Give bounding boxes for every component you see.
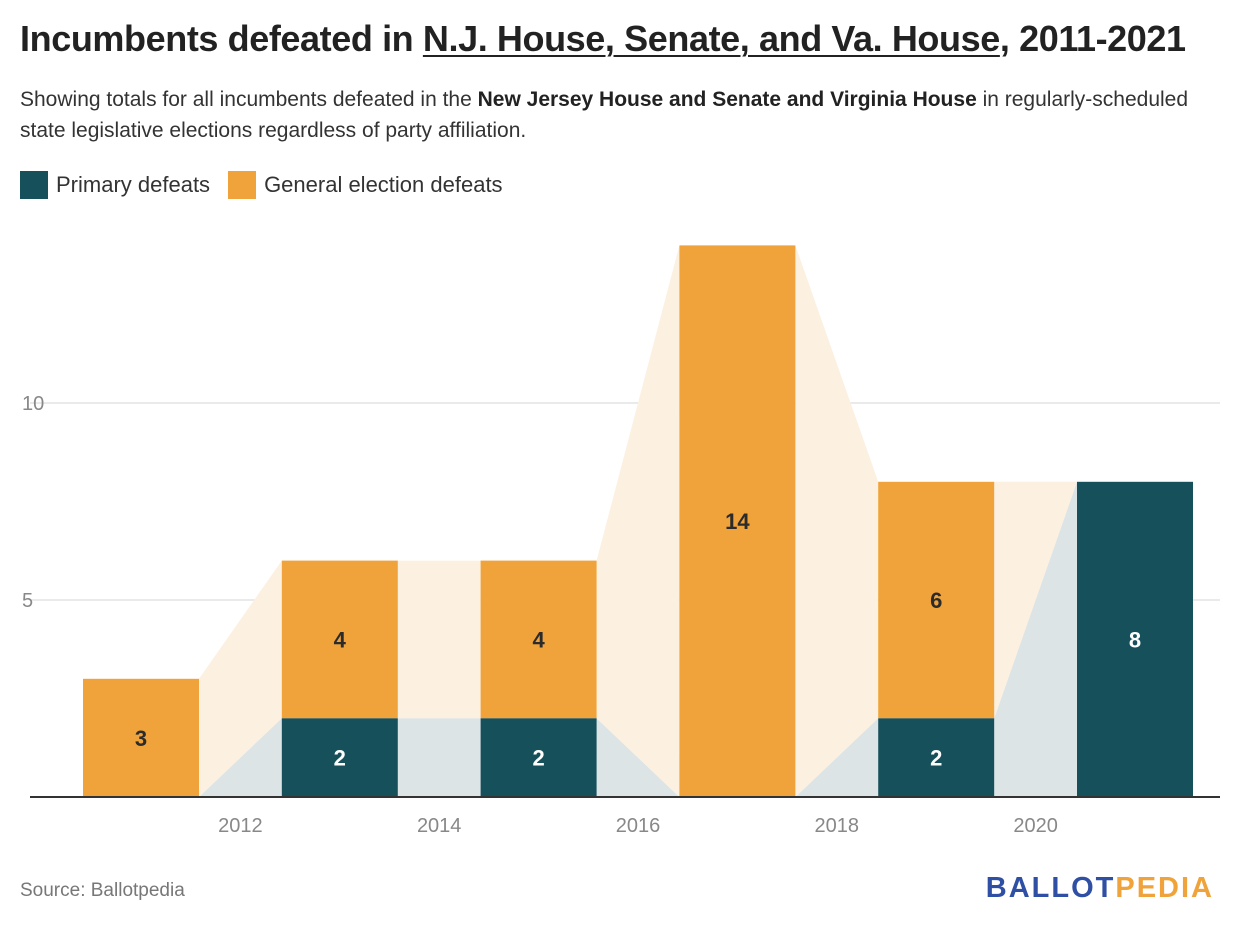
subtitle-bold: New Jersey House and Senate and Virginia… (477, 88, 977, 111)
data-label-general: 3 (135, 726, 147, 751)
primary-connector-band (596, 718, 680, 797)
legend-swatch-primary (20, 171, 48, 199)
data-label-general: 4 (532, 627, 545, 652)
bar-general-2015 (480, 560, 597, 719)
bar-general-2013 (281, 560, 398, 719)
general-connector-band (795, 245, 879, 797)
source-note: Source: Ballotpedia (20, 880, 185, 901)
x-tick-label: 2016 (616, 815, 661, 837)
chart-title: Incumbents defeated in N.J. House, Senat… (20, 18, 1186, 60)
chart-subtitle: Showing totals for all incumbents defeat… (20, 84, 1220, 146)
logo-part-ballot: BALLOT (985, 872, 1116, 904)
y-tick-label: 5 (22, 590, 33, 612)
title-link[interactable]: N.J. House, Senate, and Va. House (422, 18, 1000, 59)
ballotpedia-logo[interactable]: BALLOTPEDIA (986, 872, 1214, 905)
legend-swatch-general (228, 171, 257, 199)
bar-primary-2021 (1077, 481, 1193, 797)
subtitle-post: in regularly-scheduled state legislative… (20, 88, 1189, 142)
general-connector-band (199, 560, 282, 797)
y-tick-label: 10 (22, 393, 44, 415)
stacked-bar-chart: 5 10 3 2 4 2 4 14 2 6 8 2012 2014 2016 2018 2020 (22, 245, 1220, 837)
subtitle-pre: Showing totals for all incumbents defeat… (20, 88, 478, 111)
bar-general-2019 (878, 481, 995, 719)
data-label-general: 14 (725, 509, 750, 534)
general-connector-band (596, 245, 680, 797)
data-label-general: 6 (930, 588, 942, 613)
legend-item-general: General election defeats (228, 171, 503, 199)
legend-label-general: General election defeats (264, 172, 503, 197)
data-label-primary: 2 (532, 746, 544, 771)
x-tick-label: 2014 (417, 815, 462, 837)
data-label-general: 4 (334, 627, 347, 652)
bar-primary-2015 (480, 718, 597, 797)
primary-connector-band (994, 481, 1077, 797)
bar-primary-2013 (281, 718, 398, 797)
general-connector-band (397, 560, 481, 719)
x-tick-label: 2018 (815, 815, 860, 837)
legend-label-primary: Primary defeats (56, 172, 211, 197)
data-label-primary: 2 (334, 746, 346, 771)
bar-general-2011 (83, 678, 199, 797)
title-prefix: Incumbents defeated in (20, 18, 423, 59)
data-label-primary: 2 (930, 746, 942, 771)
x-tick-label: 2020 (1013, 815, 1058, 837)
primary-connector-band (397, 718, 481, 797)
x-tick-label: 2012 (218, 815, 263, 837)
bar-primary-2019 (878, 718, 995, 797)
legend: Primary defeats General election defeats (20, 171, 521, 199)
bar-general-2017 (679, 245, 796, 797)
title-suffix: , 2011-2021 (999, 18, 1186, 59)
data-label-primary: 8 (1129, 627, 1141, 652)
logo-part-pedia: PEDIA (1115, 872, 1214, 904)
legend-item-primary: Primary defeats (20, 171, 210, 199)
general-connector-band (994, 481, 1077, 719)
